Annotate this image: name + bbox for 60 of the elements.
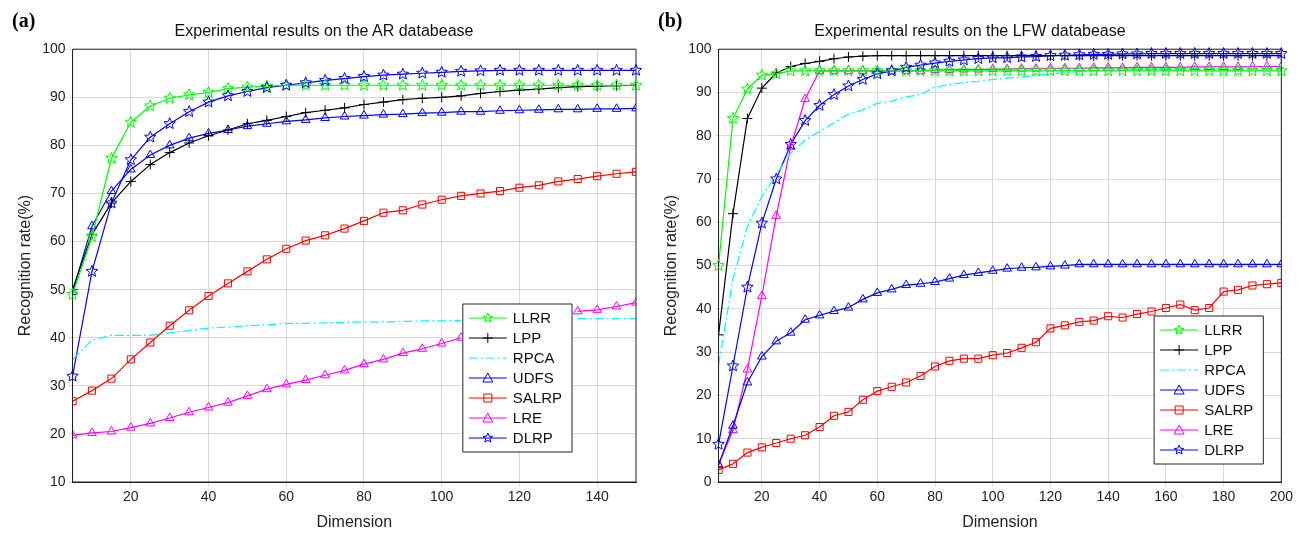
- x-tick-label: 80: [356, 488, 372, 505]
- legend-label: SALRP: [512, 389, 563, 407]
- y-tick-label: 50: [49, 280, 66, 297]
- x-tick-label: 120: [1038, 488, 1063, 505]
- x-tick-label: 120: [507, 488, 532, 505]
- x-tick-label: 40: [200, 488, 217, 505]
- y-axis-title: Recognition rate(%): [662, 194, 680, 337]
- legend-label: LLRR: [512, 309, 552, 327]
- y-tick-label: 50: [695, 256, 712, 273]
- y-tick-label: 90: [49, 88, 66, 105]
- x-axis-title: Dimension: [316, 512, 393, 530]
- x-tick-label: 40: [811, 488, 828, 505]
- x-tick-label: 160: [1154, 488, 1178, 505]
- y-tick-label: 90: [695, 83, 712, 100]
- x-tick-label: 140: [585, 488, 610, 505]
- y-tick-label: 60: [49, 232, 66, 249]
- legend-label: DLRP: [1204, 441, 1245, 459]
- x-tick-label: 200: [1269, 488, 1294, 505]
- x-tick-label: 100: [981, 488, 1005, 505]
- y-tick-label: 40: [695, 299, 712, 316]
- x-tick-label: 60: [278, 488, 295, 505]
- y-tick-label: 70: [49, 184, 66, 201]
- x-tick-label: 20: [123, 488, 139, 505]
- y-tick-label: 20: [49, 424, 66, 441]
- y-tick-label: 10: [695, 429, 712, 446]
- legend-label: UDFS: [512, 369, 554, 387]
- legend-label: LRE: [1204, 421, 1234, 439]
- x-tick-label: 80: [927, 488, 943, 505]
- legend-label: LLRR: [1204, 321, 1243, 339]
- text: (a): [12, 9, 36, 33]
- y-tick-label: 10: [49, 472, 66, 489]
- y-tick-label: 60: [695, 213, 712, 230]
- x-axis-title: Dimension: [962, 512, 1038, 530]
- chart-title: Experimental results on the LFW databease: [814, 22, 1126, 40]
- y-tick-label: 70: [695, 169, 712, 186]
- legend-label: UDFS: [1204, 381, 1245, 399]
- x-tick-label: 100: [430, 488, 454, 505]
- legend-label: SALRP: [1204, 401, 1254, 419]
- y-tick-label: 100: [42, 40, 66, 57]
- y-tick-label: 30: [49, 376, 66, 393]
- x-tick-label: 180: [1211, 488, 1236, 505]
- legend-label: LPP: [512, 329, 542, 347]
- legend-label: LRE: [512, 409, 542, 427]
- y-tick-label: 20: [695, 386, 712, 403]
- x-tick-label: 60: [869, 488, 886, 505]
- x-tick-label: 20: [754, 488, 770, 505]
- text: (b): [658, 9, 683, 33]
- legend-label: RPCA: [512, 349, 555, 367]
- legend-label: DLRP: [512, 429, 553, 447]
- y-axis-title: Recognition rate(%): [16, 194, 34, 337]
- x-tick-label: 140: [1096, 488, 1121, 505]
- y-tick-label: 30: [695, 343, 712, 360]
- y-tick-label: 80: [49, 136, 66, 153]
- legend-label: LPP: [1204, 341, 1233, 359]
- y-tick-label: 0: [703, 472, 712, 489]
- y-tick-label: 100: [688, 40, 712, 57]
- chart-title: Experimental results on the AR databease: [174, 22, 474, 40]
- y-tick-label: 40: [49, 328, 66, 345]
- legend-label: RPCA: [1204, 361, 1246, 379]
- y-tick-label: 80: [695, 126, 712, 143]
